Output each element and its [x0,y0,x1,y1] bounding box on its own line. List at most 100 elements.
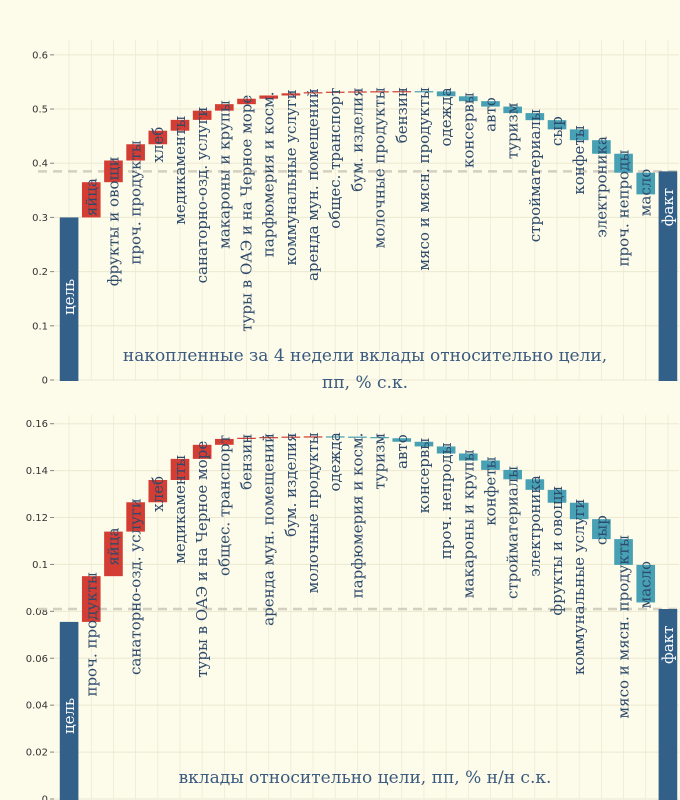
waterfall-bar [503,106,522,114]
chart-subtitle: пп, % с.к. [322,373,408,393]
start-bar [59,621,79,800]
y-tick-label: 0.1 [32,321,48,332]
waterfall-bar [325,91,345,93]
waterfall-bar [436,91,456,97]
y-tick-label: 0.04 [26,701,48,712]
category-label: фрукты и овощи [548,486,566,616]
category-label: мясо и мясн. продукты [615,535,633,719]
category-label: макароны и крупы [215,100,233,249]
category-label: туризм [371,433,389,490]
waterfall-bar [370,437,389,439]
waterfall-bar [436,446,456,454]
category-label: конфеты [570,125,588,194]
waterfall-bar [348,436,367,438]
category-label: масло [637,169,655,217]
category-label: проч. продукты [127,140,145,264]
category-label: консервы [459,92,477,168]
waterfall-bar [481,460,500,470]
waterfall-bar [281,93,301,96]
waterfall-bar [592,519,611,540]
waterfall-bar [237,437,256,439]
waterfall-bar [81,182,101,218]
waterfall-bar [348,91,367,93]
waterfall-bar [104,160,123,183]
waterfall-bar [414,91,434,93]
category-label: хлеб [149,127,167,163]
category-label: парфюмерия и косм. [348,433,366,599]
y-tick-label: 0.5 [32,105,48,116]
waterfall-bar [481,101,500,107]
y-tick-label: 0.14 [26,466,48,477]
waterfall-bar [525,479,545,490]
end-bar-label: факт [659,188,677,226]
waterfall-bar [614,539,633,565]
category-label: парфюмерия и косм. [260,91,278,257]
category-label: авто [393,434,411,469]
waterfall-bar [148,479,168,503]
waterfall-bar [636,172,656,195]
category-label: молочные продукты [304,432,322,593]
category-label: общес. транспорт [215,435,233,576]
waterfall-bar [547,489,567,503]
end-bar [658,171,678,381]
category-label: бум. изделия [282,433,300,537]
y-tick-label: 0.1 [32,560,48,571]
waterfall-bar [126,502,145,532]
category-label: мясо и мясн. продукты [415,87,433,271]
category-label: коммунальные услуги [282,89,300,265]
category-label: бум. изделия [348,87,366,191]
waterfall-bar [104,531,123,577]
category-label: одежда [437,87,455,146]
category-label: туризм [504,102,522,159]
chart-panel-2: 00.020.040.060.080.10.120.140.16цельпроч… [26,415,679,800]
category-label: санаторно-озд. услуги [193,107,211,284]
y-tick-label: 0.3 [32,213,48,224]
start-bar [59,217,79,381]
category-label: бензин [238,434,256,490]
category-label: коммунальные услуги [570,499,588,675]
category-label: медикаменты [171,455,189,564]
y-tick-label: 0.02 [26,748,48,759]
category-label: макароны и крупы [459,449,477,598]
y-tick-label: 0.16 [26,419,48,430]
category-label: молочные продукты [371,87,389,248]
category-label: стройматериалы [526,109,544,242]
waterfall-bar [303,436,323,438]
chart-panel-1: 0 0.1 0.2 0.3 0.4 0.5 0.6 цель яйца фрукты и овощ… [32,40,679,393]
category-label: санаторно-озд. услуги [127,498,145,675]
category-label: авто [481,97,499,132]
category-label: конфеты [481,456,499,525]
end-bar [658,609,678,800]
y-tick-label: 0.4 [32,159,48,170]
y-tick-label: 0.6 [32,50,48,61]
waterfall-bar [458,453,478,461]
category-label: сыр [548,116,566,146]
y-tick-label: 0 [42,376,48,387]
end-bar-label: факт [659,626,677,664]
waterfall-bar [81,576,101,622]
category-label: хлеб [149,476,167,512]
waterfall-bar [458,96,478,102]
category-label: сыр [592,515,610,545]
category-label: проч. непроды [615,150,633,267]
waterfall-bar [259,95,279,99]
waterfall-bar [126,144,145,161]
category-label: одежда [326,432,344,491]
category-label: проч. продукты [82,572,100,696]
waterfall-bar [392,91,412,93]
waterfall-bar [303,92,323,94]
category-label: медикаменты [171,116,189,225]
waterfall-bar [192,110,212,120]
category-label: аренда мун. помещений [260,433,278,626]
category-label: туры в ОАЭ и на Черное море [193,441,211,678]
waterfall-bar [215,438,234,445]
start-bar-label: цель [60,279,78,315]
category-label: стройматериалы [504,466,522,599]
y-tick-label: 0 [42,795,48,800]
waterfall-bar [259,437,279,439]
category-label: яйца [104,528,122,566]
waterfall-bar [525,113,545,121]
waterfall-bar [170,119,190,131]
chart-subtitle: накопленные за 4 недели вклады относител… [123,346,607,366]
